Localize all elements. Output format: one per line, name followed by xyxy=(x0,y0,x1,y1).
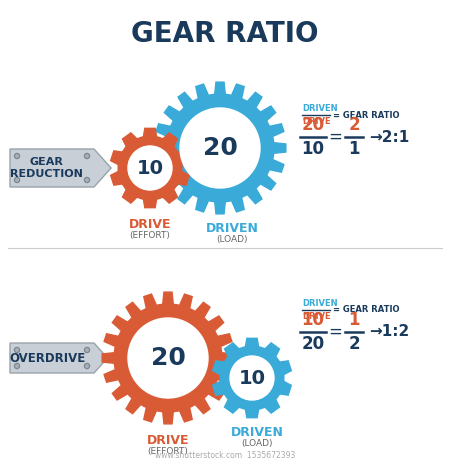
Text: GEAR
REDUCTION: GEAR REDUCTION xyxy=(10,157,83,179)
Circle shape xyxy=(85,154,90,158)
Circle shape xyxy=(86,179,88,181)
Text: →2:1: →2:1 xyxy=(369,130,409,144)
Text: =: = xyxy=(328,323,342,341)
Text: = GEAR RATIO: = GEAR RATIO xyxy=(333,110,400,119)
Circle shape xyxy=(14,154,19,158)
Circle shape xyxy=(85,363,90,368)
Circle shape xyxy=(16,349,18,351)
Circle shape xyxy=(14,178,19,182)
Circle shape xyxy=(14,347,19,352)
Text: 10: 10 xyxy=(302,140,324,158)
Circle shape xyxy=(16,155,18,157)
Text: DRIVEN: DRIVEN xyxy=(302,104,338,113)
Text: DRIVE: DRIVE xyxy=(129,218,171,231)
Text: OVERDRIVE: OVERDRIVE xyxy=(9,352,86,365)
Text: 2: 2 xyxy=(348,335,360,353)
Text: (EFFORT): (EFFORT) xyxy=(130,231,171,240)
Circle shape xyxy=(230,356,274,400)
Polygon shape xyxy=(102,292,234,424)
Circle shape xyxy=(85,347,90,352)
Text: 10: 10 xyxy=(238,368,266,387)
Text: (LOAD): (LOAD) xyxy=(241,439,273,448)
Circle shape xyxy=(86,349,88,351)
Circle shape xyxy=(180,108,260,188)
Polygon shape xyxy=(10,343,108,373)
Text: DRIVEN: DRIVEN xyxy=(206,222,258,235)
Text: (EFFORT): (EFFORT) xyxy=(148,447,189,456)
Text: 1: 1 xyxy=(348,140,360,158)
Text: 2: 2 xyxy=(348,116,360,134)
Polygon shape xyxy=(111,128,189,208)
Text: 20: 20 xyxy=(202,136,238,160)
Text: 20: 20 xyxy=(302,116,324,134)
Circle shape xyxy=(86,155,88,157)
Text: DRIVEN: DRIVEN xyxy=(230,426,284,439)
Circle shape xyxy=(128,146,172,190)
Text: 1: 1 xyxy=(348,311,360,329)
Text: DRIVE: DRIVE xyxy=(147,434,189,447)
Text: 20: 20 xyxy=(302,335,324,353)
Circle shape xyxy=(16,365,18,367)
Text: 10: 10 xyxy=(136,158,163,178)
Text: =: = xyxy=(328,128,342,146)
Circle shape xyxy=(14,363,19,368)
Text: 20: 20 xyxy=(151,346,185,370)
Polygon shape xyxy=(10,149,111,187)
Text: DRIVEN: DRIVEN xyxy=(302,299,338,308)
Text: 10: 10 xyxy=(302,311,324,329)
Text: www.shutterstock.com  1535672393: www.shutterstock.com 1535672393 xyxy=(155,451,295,460)
Polygon shape xyxy=(154,82,286,214)
Circle shape xyxy=(86,365,88,367)
Circle shape xyxy=(128,318,208,398)
Circle shape xyxy=(85,178,90,182)
Text: = GEAR RATIO: = GEAR RATIO xyxy=(333,306,400,314)
Text: (LOAD): (LOAD) xyxy=(216,235,248,244)
Circle shape xyxy=(16,179,18,181)
Text: DRIVE: DRIVE xyxy=(302,117,331,126)
Polygon shape xyxy=(213,338,291,418)
Text: →1:2: →1:2 xyxy=(369,324,409,339)
Text: DRIVE: DRIVE xyxy=(302,312,331,321)
Text: GEAR RATIO: GEAR RATIO xyxy=(131,20,319,48)
